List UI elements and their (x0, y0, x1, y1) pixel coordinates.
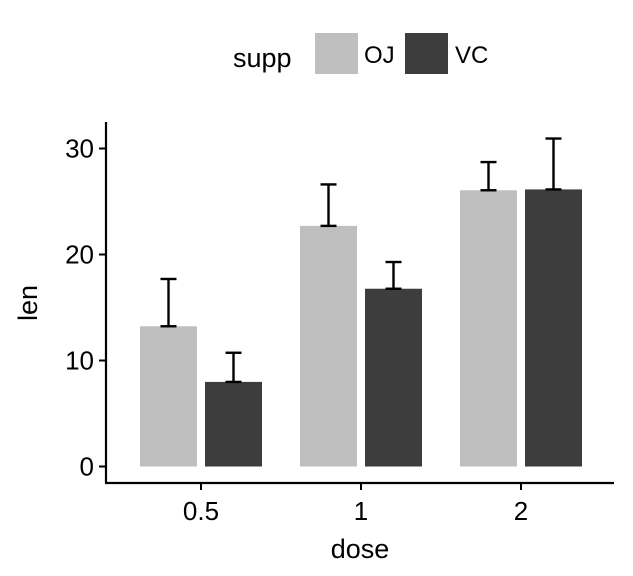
legend-swatch-vc (405, 33, 448, 74)
x-tick-label: 2 (514, 496, 528, 526)
y-tick-label: 20 (65, 240, 94, 270)
legend-swatch-oj (315, 33, 358, 74)
bar-vc-2 (525, 189, 582, 467)
x-tick-label: 1 (354, 496, 368, 526)
y-tick-label: 30 (65, 134, 94, 164)
legend: supp OJ VC (233, 33, 488, 74)
x-axis-title: dose (331, 534, 390, 564)
legend-label-vc: VC (455, 42, 488, 69)
bar-oj-1 (300, 225, 357, 467)
bar-vc-1 (365, 288, 422, 467)
y-tick-label: 0 (80, 452, 94, 482)
bar-oj-2 (460, 190, 517, 467)
bar-vc-0.5 (205, 381, 262, 467)
y-tick-label: 10 (65, 346, 94, 376)
legend-title: supp (233, 43, 292, 73)
bar-oj-0.5 (140, 326, 197, 467)
legend-label-oj: OJ (364, 42, 395, 69)
y-axis-title: len (13, 285, 43, 321)
plot-area (140, 137, 582, 467)
x-tick-label: 0.5 (183, 496, 219, 526)
